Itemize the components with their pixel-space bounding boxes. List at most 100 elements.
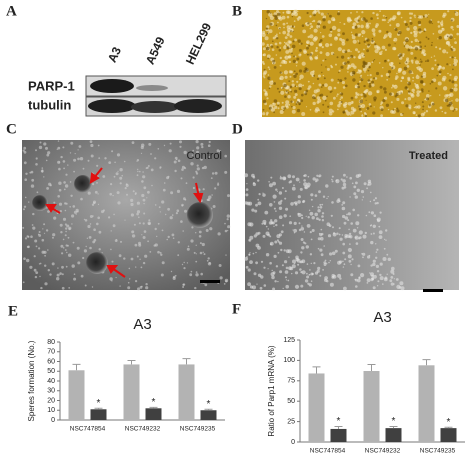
cell <box>251 208 255 212</box>
cell <box>280 175 282 177</box>
cell <box>298 228 302 232</box>
cell <box>446 35 449 38</box>
cell <box>337 78 340 81</box>
cell <box>281 15 286 20</box>
cell <box>396 107 399 110</box>
cell <box>415 105 418 109</box>
cell <box>126 193 128 196</box>
cell <box>414 56 417 60</box>
cell <box>387 70 392 74</box>
cell <box>365 24 370 29</box>
cell <box>343 286 347 291</box>
cell <box>371 37 374 40</box>
cell <box>347 101 352 106</box>
cell <box>305 89 309 93</box>
cell <box>371 61 374 64</box>
cell <box>157 250 160 254</box>
cell <box>374 77 378 80</box>
cell <box>200 142 204 146</box>
cell <box>350 263 352 266</box>
cell <box>325 184 329 188</box>
cell <box>274 105 278 109</box>
cell <box>298 69 303 73</box>
cell <box>282 22 286 26</box>
cell <box>330 214 333 217</box>
cell <box>358 54 361 56</box>
cell <box>369 105 372 108</box>
cell <box>372 286 376 290</box>
cell <box>269 85 272 88</box>
cell <box>373 96 377 100</box>
bar <box>418 365 435 442</box>
cell <box>350 19 353 22</box>
cell <box>397 69 401 73</box>
cell <box>407 78 411 82</box>
cell <box>295 103 298 105</box>
cell <box>206 259 209 262</box>
cell <box>278 90 281 93</box>
cell <box>420 58 422 60</box>
cell <box>453 77 457 81</box>
cell <box>422 108 424 111</box>
cell <box>117 170 119 172</box>
cell <box>301 270 306 275</box>
cell <box>395 278 399 281</box>
cell <box>27 235 30 238</box>
cell <box>35 271 39 274</box>
cell <box>363 92 365 95</box>
cell <box>115 276 117 279</box>
cell <box>275 54 278 56</box>
cell <box>326 280 329 283</box>
cell <box>291 264 296 269</box>
cell <box>71 214 75 218</box>
cell <box>341 41 346 46</box>
cell <box>270 272 275 277</box>
cell-texture <box>244 173 405 291</box>
cell <box>288 80 291 82</box>
x-tick-label: NSC747854 <box>310 448 346 455</box>
cell <box>344 258 347 261</box>
cell <box>74 153 76 155</box>
cell <box>293 20 296 22</box>
cell <box>310 193 314 197</box>
cell <box>331 90 333 92</box>
cell <box>347 247 352 253</box>
cell <box>371 83 375 87</box>
cell <box>448 79 452 82</box>
cell <box>287 279 290 282</box>
cell <box>382 283 384 285</box>
cell <box>400 80 403 82</box>
cell <box>331 201 334 204</box>
cell <box>317 22 320 26</box>
cell <box>208 195 212 199</box>
cell <box>358 276 361 280</box>
cell <box>370 240 374 245</box>
cell <box>131 234 136 238</box>
cell <box>414 38 418 42</box>
cell <box>329 252 333 256</box>
cell <box>385 73 390 77</box>
cell <box>430 95 432 97</box>
cell <box>310 280 313 283</box>
cell <box>414 82 416 85</box>
cell <box>350 54 354 58</box>
cell <box>364 231 367 235</box>
cell <box>280 90 285 95</box>
cell <box>311 205 314 208</box>
cell <box>387 257 391 261</box>
cell <box>347 212 351 216</box>
cell <box>97 144 100 147</box>
cell <box>402 70 407 75</box>
cell <box>192 149 195 152</box>
cell <box>445 41 450 45</box>
significance-mark: * <box>337 416 341 427</box>
cell <box>333 96 336 100</box>
cell <box>136 201 140 205</box>
cell <box>112 224 116 228</box>
cell <box>388 19 391 22</box>
cell <box>304 242 307 245</box>
cell <box>367 91 373 96</box>
cell <box>62 238 65 241</box>
cell <box>288 60 291 64</box>
cell <box>363 54 366 57</box>
